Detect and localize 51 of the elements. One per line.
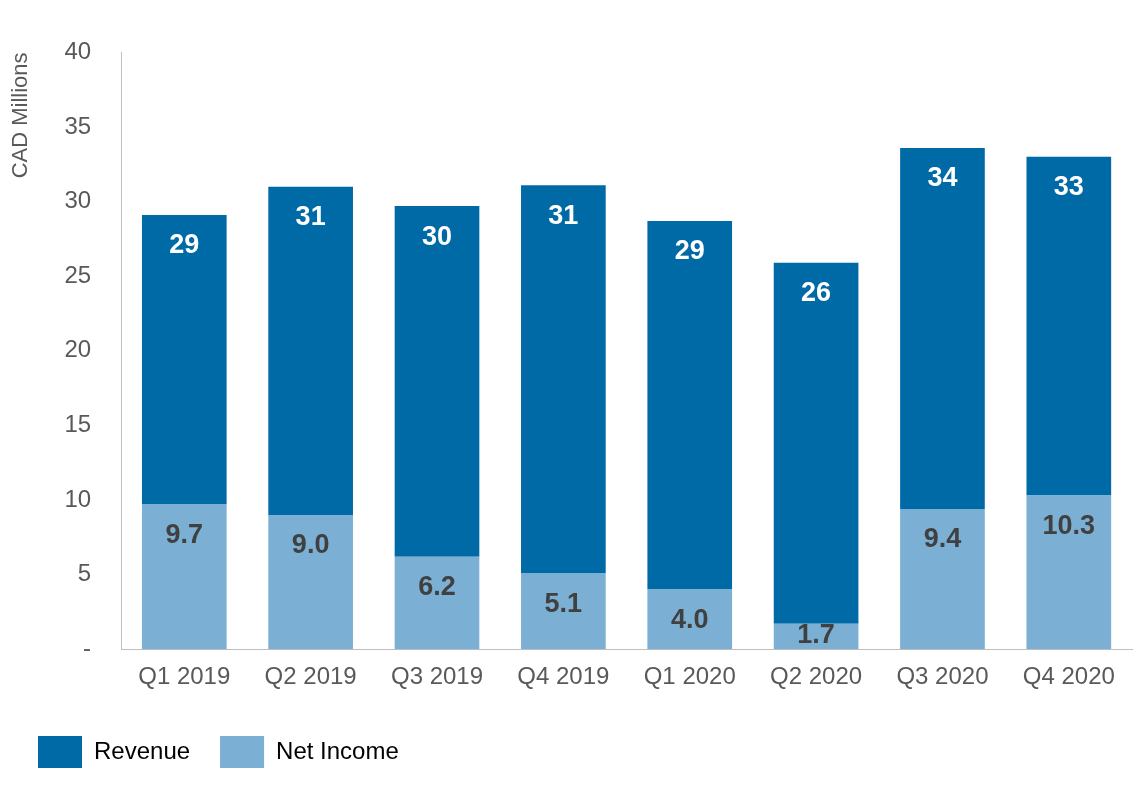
y-tick-label: 40 bbox=[64, 37, 92, 65]
x-tick-label: Q4 2019 bbox=[517, 662, 610, 690]
y-tick-label: 30 bbox=[64, 186, 92, 214]
total-label: 26 bbox=[801, 277, 832, 308]
total-label: 34 bbox=[927, 162, 958, 193]
bar bbox=[647, 589, 733, 650]
total-label: 29 bbox=[169, 229, 200, 260]
x-tick-label: Q1 2019 bbox=[138, 662, 231, 690]
legend-label: Revenue bbox=[94, 736, 191, 764]
bar bbox=[900, 508, 985, 650]
data-label: 6.2 bbox=[418, 571, 456, 602]
bar bbox=[521, 185, 606, 574]
total-label: 29 bbox=[674, 235, 705, 266]
y-tick-label: 10 bbox=[64, 484, 92, 512]
x-tick-label: Q1 2020 bbox=[643, 662, 736, 690]
bar bbox=[268, 514, 353, 650]
bar bbox=[141, 215, 227, 505]
y-tick-label: 35 bbox=[64, 111, 92, 139]
x-tick-label: Q2 2020 bbox=[770, 662, 863, 690]
data-label: 9.7 bbox=[165, 518, 204, 549]
bar bbox=[394, 206, 480, 557]
bar bbox=[1026, 156, 1112, 496]
data-label: 9.0 bbox=[291, 529, 330, 560]
bar bbox=[521, 573, 606, 650]
total-label: 33 bbox=[1053, 171, 1084, 202]
y-tick-label: 25 bbox=[64, 260, 92, 288]
x-tick-label: Q3 2020 bbox=[896, 662, 989, 690]
total-label: 30 bbox=[421, 220, 453, 251]
bar bbox=[141, 504, 227, 650]
data-label: 4.0 bbox=[670, 603, 709, 634]
data-label: 10.3 bbox=[1042, 509, 1096, 540]
data-label: 1.7 bbox=[797, 618, 835, 649]
x-tick-label: Q4 2020 bbox=[1022, 662, 1115, 690]
y-tick-label: 15 bbox=[64, 410, 92, 438]
bar bbox=[268, 186, 353, 515]
data-label: 9.4 bbox=[923, 523, 962, 554]
x-tick-label: Q3 2019 bbox=[390, 662, 484, 690]
y-tick-label: - bbox=[83, 633, 92, 661]
bar bbox=[394, 556, 480, 650]
bar bbox=[900, 147, 985, 509]
bar bbox=[1026, 495, 1112, 650]
y-tick-label: 20 bbox=[64, 335, 92, 363]
y-axis-title: CAD Millions bbox=[7, 52, 33, 179]
bar bbox=[773, 262, 859, 624]
x-tick-label: Q2 2019 bbox=[264, 662, 357, 690]
legend-label: Net Income bbox=[276, 736, 399, 764]
y-tick-label: 5 bbox=[77, 559, 92, 587]
data-label: 5.1 bbox=[544, 587, 583, 618]
bar bbox=[647, 221, 733, 590]
total-label: 31 bbox=[548, 199, 579, 230]
total-label: 31 bbox=[295, 201, 326, 232]
